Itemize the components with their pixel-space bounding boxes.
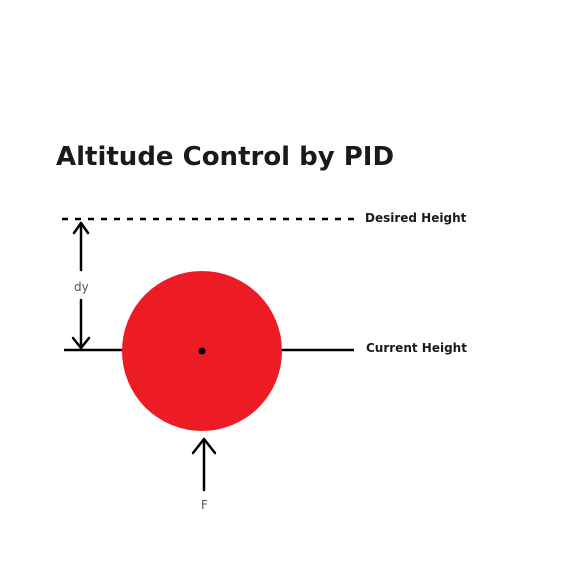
current-height-label: Current Height: [366, 341, 467, 355]
dy-label: dy: [74, 280, 89, 294]
ball-center-dot: [198, 347, 206, 355]
diagram-title: Altitude Control by PID: [56, 142, 394, 172]
force-arrow: [191, 437, 217, 492]
force-label: F: [201, 498, 208, 512]
desired-height-label: Desired Height: [365, 211, 467, 225]
dy-arrow: [71, 221, 91, 350]
